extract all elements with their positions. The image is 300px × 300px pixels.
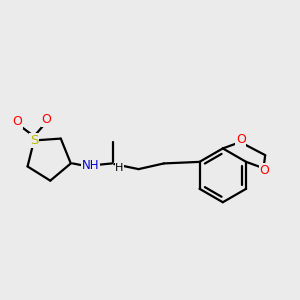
Text: O: O bbox=[259, 164, 269, 177]
Text: S: S bbox=[30, 134, 38, 147]
Text: O: O bbox=[236, 134, 246, 146]
Text: H: H bbox=[115, 163, 124, 173]
Text: O: O bbox=[41, 113, 51, 126]
Text: O: O bbox=[13, 115, 22, 128]
Text: NH: NH bbox=[82, 160, 99, 172]
